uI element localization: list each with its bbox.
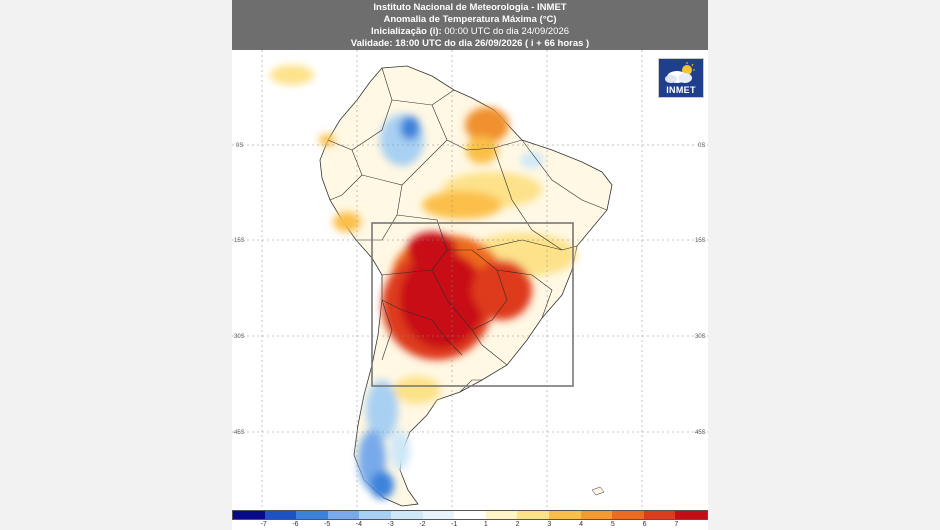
colorbar-swatch bbox=[517, 511, 549, 519]
anomaly-map: 0S 15S 30S 45S 0S 15S 30S 45S bbox=[232, 50, 708, 510]
header-initialization: Inicialização (i): 00:00 UTC do dia 24/0… bbox=[370, 26, 570, 37]
header-institution: Instituto Nacional de Meteorologia - INM… bbox=[373, 2, 567, 13]
colorbar-swatch bbox=[643, 511, 676, 519]
colorbar-swatch bbox=[390, 511, 423, 519]
lat-labels-left: 0S 15S 30S 45S bbox=[234, 143, 245, 436]
map-header: Instituto Nacional de Meteorologia - INM… bbox=[232, 0, 708, 50]
colorbar-ticks: -7 -6 -5 -4 -3 -2 -1 1 2 3 4 5 6 7 bbox=[232, 521, 708, 530]
colorbar-swatch bbox=[580, 511, 613, 519]
colorbar-tick-label: 4 bbox=[579, 521, 584, 528]
country-borders bbox=[327, 67, 608, 393]
svg-text:45S: 45S bbox=[234, 430, 245, 436]
highlight-box bbox=[371, 222, 574, 387]
colorbar-tick-label: 6 bbox=[642, 521, 647, 528]
colorbar-swatch bbox=[327, 511, 360, 519]
falkland-islands bbox=[591, 486, 605, 496]
colorbar-swatch bbox=[422, 511, 455, 519]
colorbar-swatch bbox=[485, 511, 518, 519]
header-validity: Validade: 18:00 UTC do dia 26/09/2026 ( … bbox=[350, 38, 590, 49]
colorbar-swatch bbox=[454, 511, 486, 519]
colorbar: -7 -6 -5 -4 -3 -2 -1 1 2 3 4 5 6 7 bbox=[232, 510, 708, 530]
colorbar-tick-label: -4 bbox=[355, 521, 363, 528]
logo-text: INMET bbox=[666, 85, 696, 95]
colorbar-swatches bbox=[232, 510, 708, 520]
colorbar-tick-label: -3 bbox=[387, 521, 394, 528]
graticule bbox=[232, 50, 708, 510]
colorbar-swatch bbox=[548, 511, 581, 519]
colorbar-tick-label: 1 bbox=[483, 521, 488, 528]
svg-text:0S: 0S bbox=[236, 143, 243, 149]
colorbar-swatch bbox=[675, 511, 707, 519]
colorbar-tick-label: -2 bbox=[419, 521, 426, 528]
cloud-sun-icon bbox=[665, 62, 695, 83]
colorbar-swatch bbox=[233, 511, 265, 519]
anomaly-fields bbox=[270, 65, 577, 499]
colorbar-swatch bbox=[359, 511, 391, 519]
colorbar-tick-label: -1 bbox=[451, 521, 458, 528]
svg-text:15S: 15S bbox=[234, 238, 245, 244]
svg-text:45S: 45S bbox=[695, 430, 706, 436]
colorbar-swatch bbox=[264, 511, 297, 519]
svg-text:30S: 30S bbox=[695, 334, 706, 340]
colorbar-swatch bbox=[296, 511, 328, 519]
map-frame: 0S 15S 30S 45S 0S 15S 30S 45S Instituto … bbox=[232, 0, 708, 530]
colorbar-tick-label: -7 bbox=[260, 521, 267, 528]
lat-labels-right: 0S 15S 30S 45S bbox=[695, 143, 706, 436]
svg-text:15S: 15S bbox=[695, 238, 706, 244]
colorbar-swatch bbox=[612, 511, 644, 519]
colorbar-tick-label: -6 bbox=[292, 521, 299, 528]
svg-text:0S: 0S bbox=[698, 143, 705, 149]
header-product: Anomalia de Temperatura Máxima (°C) bbox=[383, 14, 557, 25]
colorbar-tick-label: 7 bbox=[674, 521, 679, 528]
svg-text:30S: 30S bbox=[234, 334, 245, 340]
colorbar-tick-label: 2 bbox=[515, 521, 520, 528]
colorbar-tick-label: 3 bbox=[547, 521, 552, 528]
colorbar-tick-label: -5 bbox=[324, 521, 331, 528]
colorbar-tick-label: 5 bbox=[610, 521, 615, 528]
inmet-logo: INMET bbox=[658, 58, 704, 98]
